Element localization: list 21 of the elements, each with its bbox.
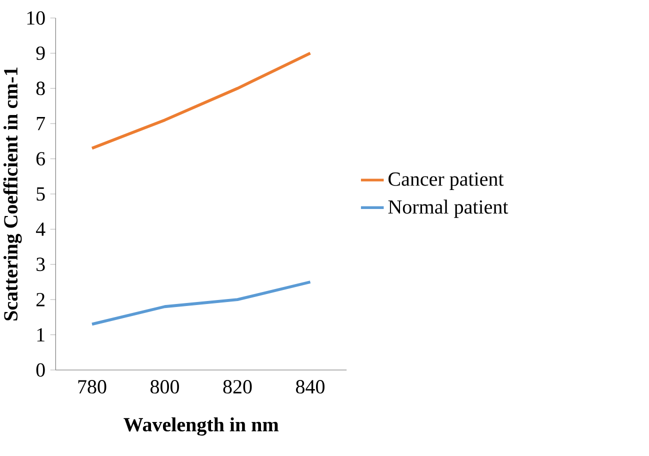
y-tick-label: 4 [36, 222, 46, 236]
y-tick-label: 8 [36, 82, 45, 96]
y-tick-label: 10 [27, 11, 45, 25]
y-tick-label: 0 [36, 363, 45, 377]
x-axis-title: Wavelength in nm [124, 417, 279, 436]
y-tick-label: 6 [36, 152, 45, 166]
legend-label: Cancer patient [388, 172, 504, 190]
line-series [90, 52, 312, 150]
y-tick-label: 2 [36, 292, 44, 306]
y-tick-label: 1 [37, 328, 44, 342]
line-series [90, 280, 312, 326]
y-tick-label: 3 [36, 258, 45, 272]
x-tick-label: 840 [296, 380, 324, 394]
x-tick-label: 800 [150, 380, 179, 394]
x-tick-label: 780 [78, 380, 106, 394]
legend-label: Normal patient [388, 200, 508, 218]
y-axis-title: Scattering Coefficient in cm-1 [3, 68, 22, 320]
y-tick-label: 9 [36, 46, 45, 60]
x-tick-label: 820 [223, 380, 252, 394]
y-tick-label: 7 [36, 117, 45, 130]
y-tick-label: 5 [36, 187, 45, 201]
